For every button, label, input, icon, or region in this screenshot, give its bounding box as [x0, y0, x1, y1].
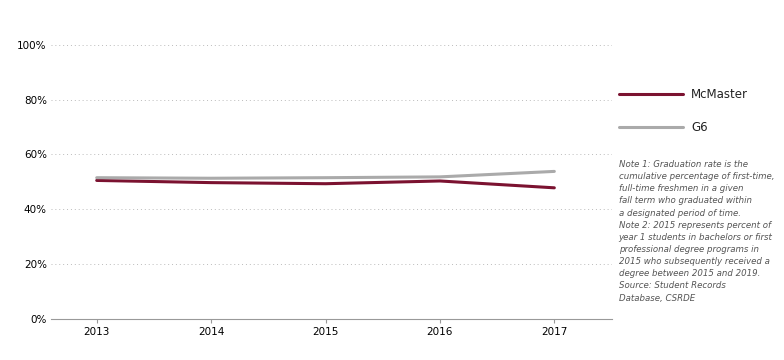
Text: Note 1: Graduation rate is the
cumulative percentage of first-time,
full-time fr: Note 1: Graduation rate is the cumulativ…	[619, 160, 774, 302]
Text: McMaster: McMaster	[691, 88, 748, 101]
Text: 4-Year Undergraduate Student Graduation Rates: 4-Year Undergraduate Student Graduation …	[8, 14, 410, 29]
Text: G6: G6	[691, 121, 708, 134]
